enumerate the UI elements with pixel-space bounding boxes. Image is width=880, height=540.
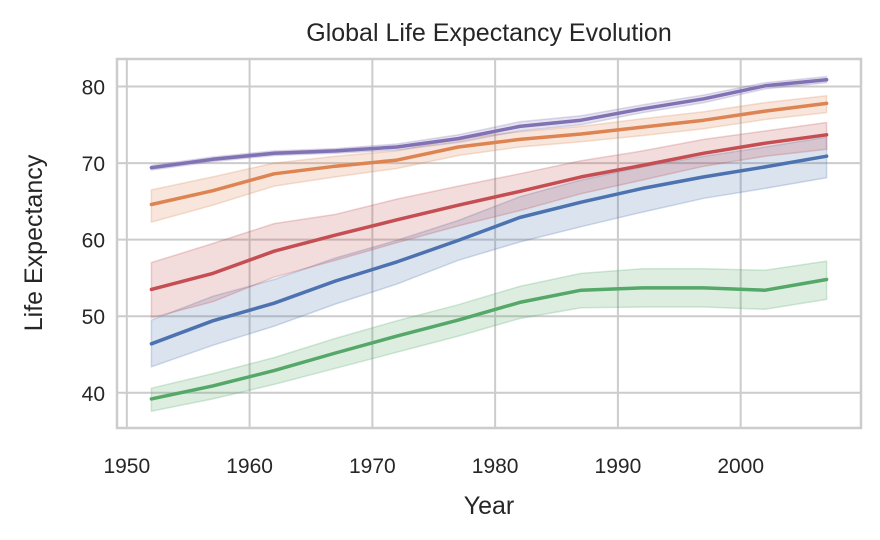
series-red-line <box>149 133 829 292</box>
series-lines <box>149 77 829 401</box>
x-tick-label: 1970 <box>349 455 396 478</box>
x-tick-label: 2000 <box>717 455 764 478</box>
x-tick-label: 1950 <box>103 455 150 478</box>
y-tick-label: 70 <box>82 153 105 176</box>
series-purple-line <box>149 77 829 170</box>
y-tick-label: 60 <box>82 230 105 253</box>
plot-frame <box>115 57 863 430</box>
y-tick-label: 40 <box>82 383 105 406</box>
x-tick-label: 1990 <box>595 455 642 478</box>
series-blue-line <box>149 154 829 346</box>
series-red-band <box>150 121 828 319</box>
x-tick-label: 1980 <box>472 455 519 478</box>
series-orange-band <box>150 94 828 224</box>
chart-title: Global Life Expectancy Evolution <box>306 19 672 47</box>
x-gridlines <box>125 59 742 428</box>
x-axis-label: Year <box>464 492 515 520</box>
y-gridlines <box>117 85 861 394</box>
confidence-bands <box>150 75 828 413</box>
y-axis-label: Life Expectancy <box>20 154 48 331</box>
x-tick-labels: 1950 1960 1970 1980 1990 2000 <box>103 455 764 478</box>
x-tick-label: 1960 <box>226 455 273 478</box>
series-green-line <box>149 277 829 401</box>
series-orange-line <box>149 101 829 207</box>
y-tick-label: 80 <box>82 77 105 100</box>
y-tick-label: 50 <box>82 306 105 329</box>
y-tick-labels: 40 50 60 70 80 <box>82 77 105 406</box>
series-blue-band <box>150 136 828 368</box>
series-green-band <box>150 260 828 413</box>
